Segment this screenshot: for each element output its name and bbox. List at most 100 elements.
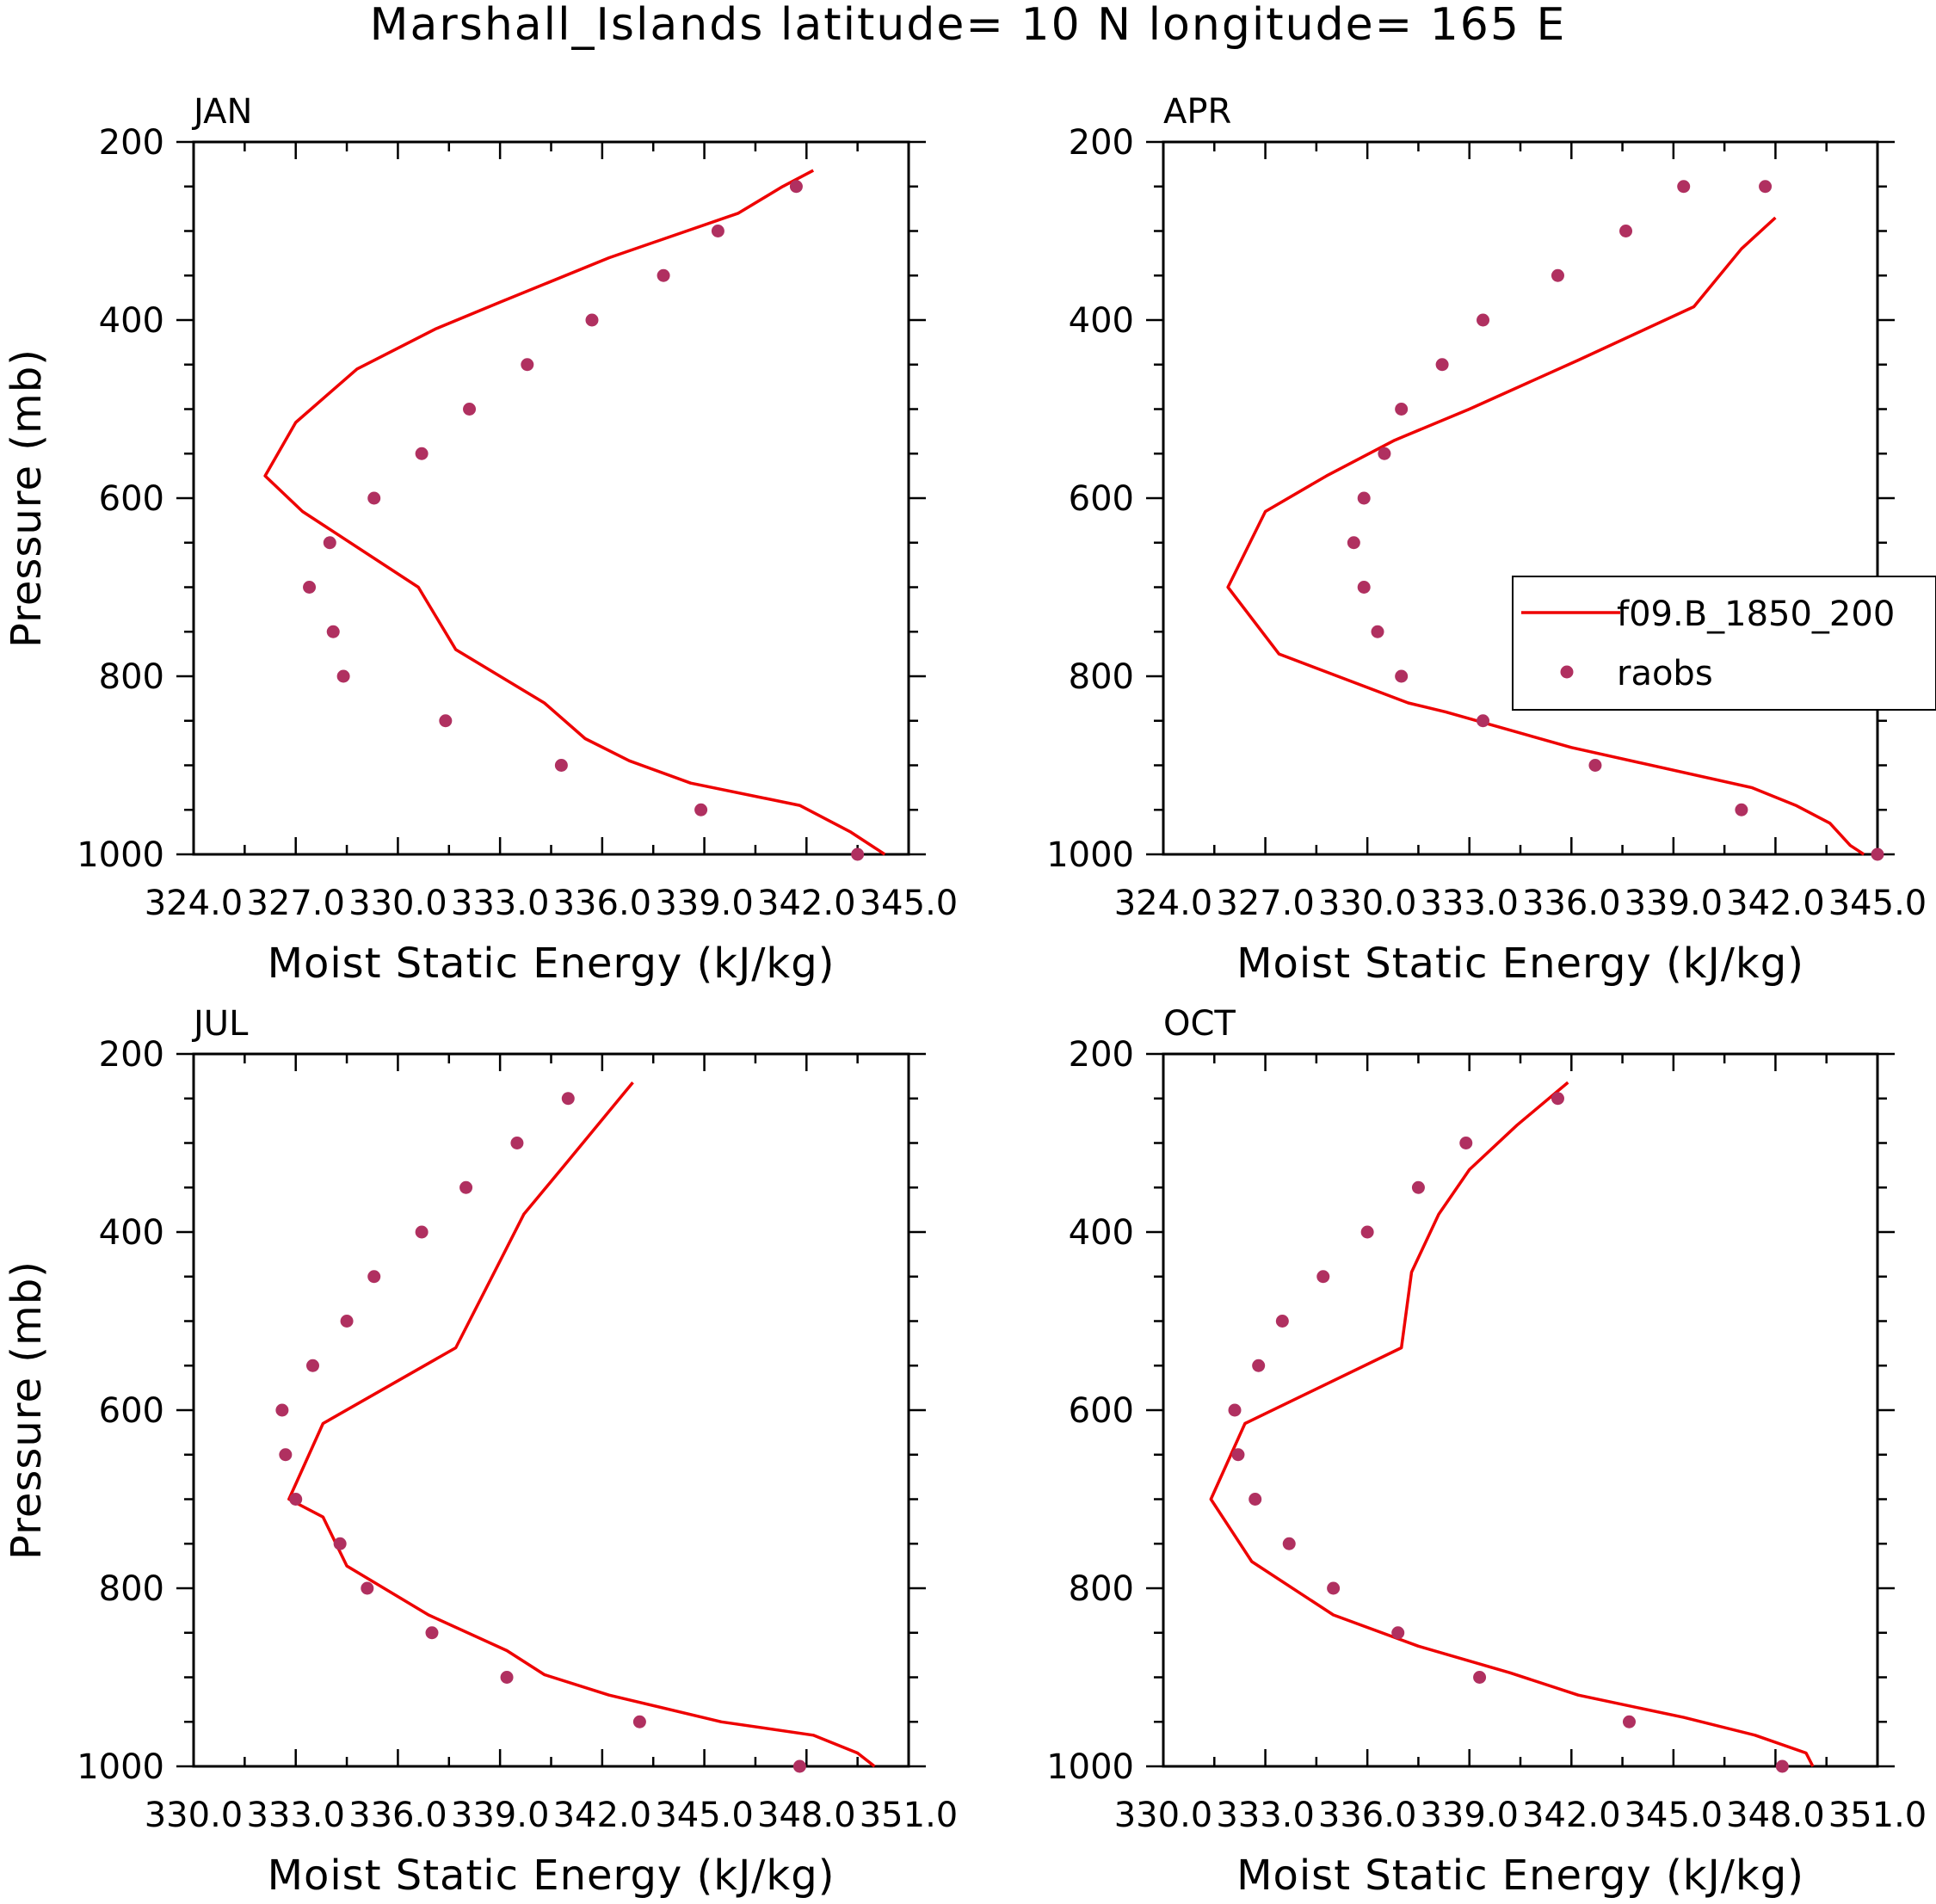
x-tick-label: 351.0: [860, 1796, 959, 1835]
obs-data-point: [279, 1448, 293, 1462]
y-tick-label: 400: [1069, 301, 1134, 341]
x-tick-label: 342.0: [1726, 884, 1825, 923]
obs-data-point: [1231, 1448, 1245, 1462]
obs-data-point: [361, 1581, 374, 1595]
obs-data-point: [1473, 1671, 1487, 1684]
obs-data-point: [1395, 669, 1409, 683]
obs-data-point: [632, 1715, 646, 1728]
obs-data-point: [1411, 1180, 1425, 1194]
panel-label: JUL: [191, 1004, 249, 1044]
legend-box: [1512, 576, 1936, 711]
model-series-line: [287, 1081, 876, 1768]
obs-data-point: [1371, 625, 1384, 638]
obs-data-point: [336, 669, 350, 683]
x-tick-label: 339.0: [1625, 884, 1723, 923]
x-tick-label: 330.0: [1114, 1796, 1213, 1835]
obs-data-point: [585, 313, 599, 327]
obs-data-point: [1395, 403, 1409, 416]
panel-jan: JAN 324.0 327.0 330.0 333.0 336.0 339.0 342.0 34…: [3, 92, 958, 988]
obs-data-point: [521, 358, 534, 372]
x-tick-label: 333.0: [451, 884, 550, 923]
obs-data-point: [1249, 1493, 1262, 1506]
x-tick-label: 333.0: [1420, 884, 1519, 923]
obs-data-point: [1228, 1403, 1242, 1417]
y-tick-label: 600: [1069, 479, 1134, 519]
legend-obs-label: raobs: [1617, 654, 1713, 693]
x-axis-title: Moist Static Energy (kJ/kg): [1236, 940, 1804, 988]
obs-data-point: [1622, 1715, 1636, 1728]
x-tick-label: 336.0: [553, 884, 652, 923]
x-tick-label: 342.0: [757, 884, 856, 923]
y-tick-label: 400: [99, 1213, 164, 1253]
obs-data-point: [1871, 847, 1884, 861]
obs-data-point: [303, 581, 317, 594]
y-tick-label: 600: [99, 1391, 164, 1431]
x-tick-label: 333.0: [246, 1796, 345, 1835]
obs-data-point: [415, 1225, 429, 1239]
obs-data-point: [1477, 313, 1490, 327]
y-tick-label: 1000: [1046, 1747, 1134, 1787]
obs-data-point: [1477, 714, 1490, 728]
obs-data-point: [275, 1403, 289, 1417]
x-tick-label: 336.0: [1522, 884, 1621, 923]
obs-data-point: [500, 1671, 514, 1684]
x-tick-label: 324.0: [1114, 884, 1213, 923]
y-tick-label: 600: [99, 479, 164, 519]
y-tick-label: 400: [99, 301, 164, 341]
obs-data-point: [1551, 1092, 1564, 1106]
model-series-line: [1226, 216, 1865, 856]
obs-data-point: [1588, 759, 1602, 772]
obs-data-point: [554, 759, 568, 772]
model-series-line: [263, 169, 886, 856]
x-tick-label: 333.0: [1216, 1796, 1315, 1835]
x-axis-title: Moist Static Energy (kJ/kg): [268, 1852, 835, 1900]
x-tick-label: 351.0: [1828, 1796, 1927, 1835]
obs-data-point: [1327, 1581, 1341, 1595]
y-tick-label: 1000: [77, 835, 164, 875]
obs-data-point: [1759, 180, 1773, 194]
obs-data-point: [711, 225, 724, 237]
x-tick-label: 342.0: [1522, 1796, 1621, 1835]
obs-data-point: [1677, 180, 1691, 194]
y-tick-label: 800: [99, 657, 164, 697]
legend: f09.B_1850_200 raobs: [1512, 576, 1936, 711]
x-tick-label: 345.0: [860, 884, 959, 923]
obs-data-point: [1360, 1225, 1374, 1239]
x-tick-label: 345.0: [655, 1796, 754, 1835]
obs-data-point: [694, 803, 708, 816]
x-tick-label: 345.0: [1625, 1796, 1723, 1835]
x-tick-label: 327.0: [246, 884, 345, 923]
y-axis-title: Pressure (mb): [3, 1260, 51, 1560]
y-tick-label: 800: [1069, 1569, 1134, 1609]
y-tick-label: 200: [99, 1035, 164, 1075]
x-tick-label: 339.0: [451, 1796, 550, 1835]
x-axis-title: Moist Static Energy (kJ/kg): [268, 940, 835, 988]
y-tick-label: 400: [1069, 1213, 1134, 1253]
x-tick-label: 348.0: [1726, 1796, 1825, 1835]
legend-model-label: f09.B_1850_200: [1617, 595, 1895, 634]
obs-data-point: [1275, 1315, 1289, 1328]
obs-data-point: [306, 1359, 319, 1372]
obs-data-point: [1435, 358, 1449, 372]
x-tick-label: 324.0: [145, 884, 244, 923]
chart-title: Marshall_Islands latitude= 10 N longitud…: [370, 0, 1567, 51]
obs-data-point: [459, 1180, 473, 1194]
obs-data-point: [851, 847, 865, 861]
x-tick-label: 327.0: [1216, 884, 1315, 923]
obs-data-point: [367, 491, 381, 505]
x-tick-label: 345.0: [1828, 884, 1927, 923]
obs-data-point: [340, 1315, 354, 1328]
obs-data-point: [1357, 491, 1371, 505]
panel-apr: APR 324.0 327.0 330.0 333.0 336.0 339.0 342.0 34…: [1046, 92, 1927, 988]
obs-data-point: [439, 714, 453, 728]
legend-obs-marker: [1560, 665, 1574, 679]
y-tick-label: 200: [1069, 1035, 1134, 1075]
obs-data-point: [415, 447, 429, 460]
x-tick-label: 339.0: [655, 884, 754, 923]
x-tick-label: 330.0: [1318, 884, 1417, 923]
y-tick-label: 1000: [1046, 835, 1134, 875]
y-axis-title: Pressure (mb): [3, 348, 51, 648]
obs-data-point: [425, 1626, 439, 1640]
